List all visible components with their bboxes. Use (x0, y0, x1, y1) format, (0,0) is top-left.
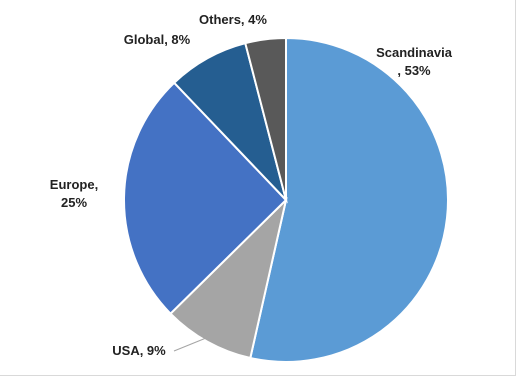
slice-label-line1: Others, 4% (199, 12, 267, 27)
leader-line-usa (173, 335, 212, 352)
slice-label-usa: USA, 9% (112, 343, 166, 358)
slice-label-global: Global, 8% (124, 32, 191, 47)
pie-slice-others (244, 36, 287, 201)
pie-slice-scandinavia (249, 36, 449, 363)
slice-label-line1: Scandinavia (376, 45, 453, 60)
slice-label-others: Others, 4% (199, 12, 267, 27)
slice-label-scandinavia: Scandinavia , 53% (376, 45, 453, 78)
slice-label-line1: Europe, (50, 177, 98, 192)
leader-lines (173, 335, 212, 352)
pie-slice-usa (169, 196, 288, 360)
pie-slice-europe (123, 81, 288, 316)
slice-label-line1: Global, 8% (124, 32, 191, 47)
slice-label-line2: , 53% (397, 63, 431, 78)
slice-label-line1: USA, 9% (112, 343, 166, 358)
slice-labels: Scandinavia , 53% USA, 9% Europe, 25% Global,… (50, 12, 453, 358)
slice-label-line2: 25% (61, 195, 87, 210)
slice-label-europe: Europe, 25% (50, 177, 98, 210)
pie-slices (123, 36, 449, 363)
